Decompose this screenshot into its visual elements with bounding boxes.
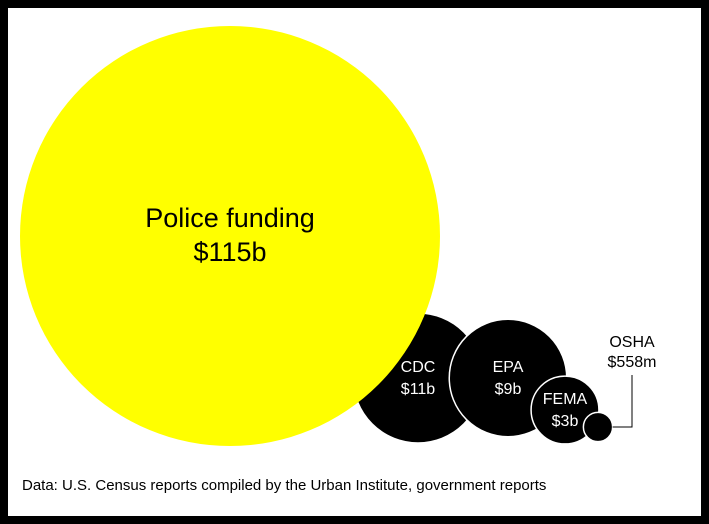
bubble-value-label: $558m: [608, 354, 657, 371]
bubble: [582, 411, 614, 443]
bubble-label: FEMA: [543, 391, 588, 408]
bubble-label: OSHA: [609, 334, 655, 351]
bubble-value-label: $11b: [401, 381, 436, 398]
bubble-value-label: $9b: [495, 381, 522, 398]
bubble-label: Police funding: [145, 203, 315, 233]
bubble-label: CDC: [401, 359, 436, 376]
bubble-value-label: $115b: [193, 237, 266, 267]
bubbles: CDC $11b EPA $9b FEMA $3b OSHA $558m Police fund…: [20, 26, 656, 446]
bubble: [20, 26, 440, 446]
bubble: [530, 375, 600, 445]
leader-line: [612, 375, 633, 428]
source-note: Data: U.S. Census reports compiled by th…: [22, 477, 546, 494]
bubble-value-label: $3b: [552, 413, 579, 430]
bubble-label: EPA: [493, 359, 524, 376]
